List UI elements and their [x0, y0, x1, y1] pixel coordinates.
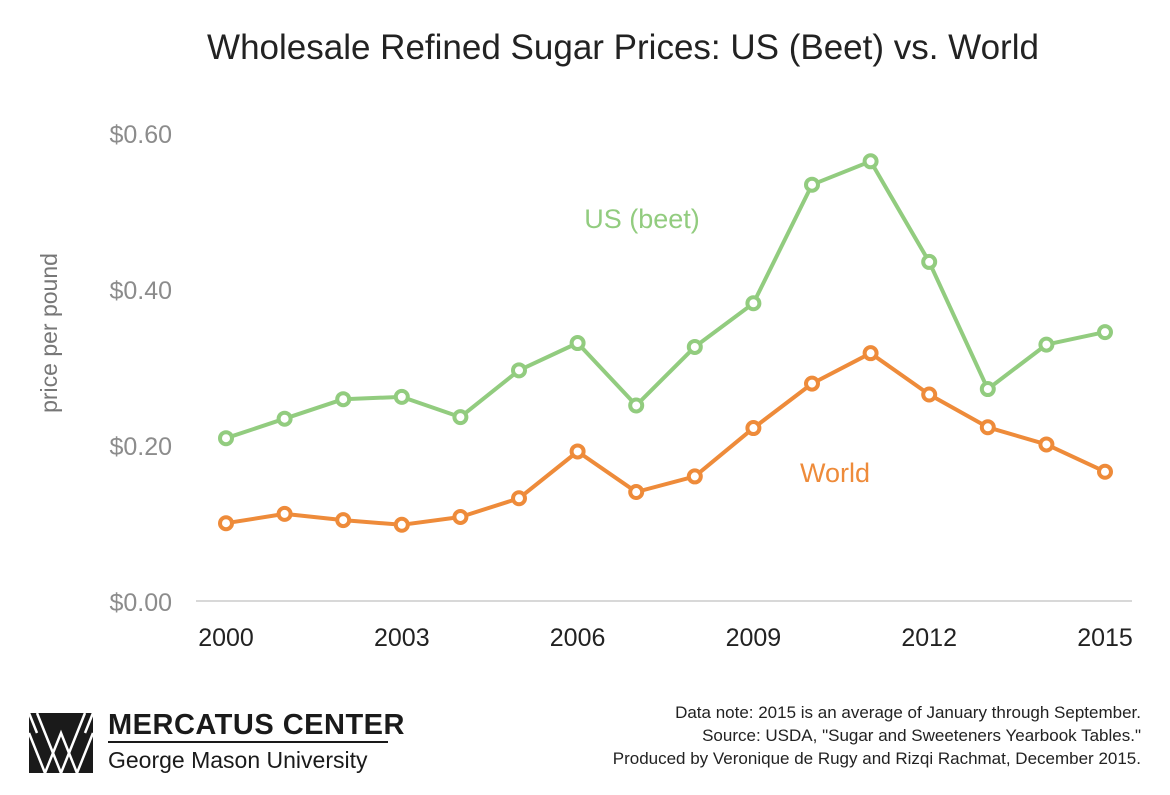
us-beet-point: [862, 153, 879, 170]
world-point: [393, 516, 410, 533]
world-point: [218, 515, 234, 532]
chart-title: Wholesale Refined Sugar Prices: US (Beet…: [207, 28, 1039, 67]
world-point: [1097, 463, 1113, 480]
world-point: [804, 375, 820, 392]
world-point: [979, 419, 996, 436]
world-point: [862, 345, 879, 362]
us-beet-point: [628, 397, 645, 414]
world-point: [511, 490, 527, 507]
us-series-label: US (beet): [584, 204, 700, 234]
y-axis-label: price per pound: [36, 253, 62, 413]
us-beet-point: [335, 391, 352, 408]
us-beet-point: [804, 176, 820, 193]
brand-subtitle: George Mason University: [108, 747, 368, 773]
us-beet-point: [569, 335, 586, 352]
us-beet-point: [745, 295, 762, 312]
us-beet-point: [686, 338, 703, 355]
us-beet-point: [218, 430, 234, 447]
source-note: Source: USDA, "Sugar and Sweeteners Year…: [702, 726, 1141, 745]
x-tick-label: 2015: [1077, 624, 1133, 652]
us-beet-point: [276, 410, 293, 427]
world-point: [452, 508, 469, 525]
x-axis: 2000 2003 2006 2009 2012 2015: [198, 624, 1133, 652]
y-axis: $0.00 $0.20 $0.40 $0.60: [109, 121, 172, 617]
x-tick-label: 2003: [374, 624, 430, 652]
world-point: [569, 443, 586, 460]
x-tick-label: 2012: [901, 624, 957, 652]
y-tick-label: $0.60: [109, 121, 172, 149]
world-point: [745, 420, 762, 437]
us-beet-point: [979, 381, 996, 398]
x-tick-label: 2009: [726, 624, 782, 652]
series-layer: [218, 153, 1113, 533]
y-tick-label: $0.40: [109, 277, 172, 305]
world-series-line: [224, 351, 1107, 527]
world-point: [921, 386, 938, 403]
data-note: Data note: 2015 is an average of January…: [675, 703, 1141, 722]
us-beet-point: [921, 253, 938, 270]
y-tick-label: $0.00: [109, 589, 172, 617]
world-point: [628, 484, 645, 501]
world-series-label: World: [800, 458, 870, 488]
brand-name: MERCATUS CENTER: [108, 709, 405, 741]
world-point: [276, 505, 293, 522]
y-tick-label: $0.20: [109, 433, 172, 461]
x-tick-label: 2000: [198, 624, 254, 652]
us-beet-series-line: [224, 159, 1107, 441]
mercatus-logo-icon: [27, 712, 95, 777]
us-beet-point: [1097, 324, 1113, 341]
x-tick-label: 2006: [550, 624, 606, 652]
world-point: [1038, 436, 1055, 453]
us-beet-point: [452, 409, 469, 426]
credit-note: Produced by Veronique de Rugy and Rizqi …: [613, 749, 1141, 768]
us-beet-point: [393, 388, 410, 405]
world-point: [686, 468, 703, 485]
world-point: [335, 512, 352, 529]
us-beet-point: [511, 362, 527, 379]
us-beet-point: [1038, 336, 1055, 353]
